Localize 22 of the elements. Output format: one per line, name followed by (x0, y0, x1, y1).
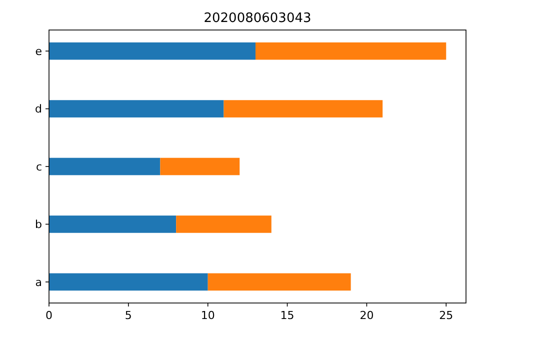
x-tick-label: 0 (46, 309, 52, 322)
bar (176, 216, 272, 233)
y-tick-label: a (35, 276, 42, 289)
bar (49, 100, 224, 118)
x-tick-label: 20 (360, 309, 374, 322)
bar (224, 100, 383, 118)
bar (256, 42, 446, 60)
bar (49, 158, 160, 176)
x-tick-label: 10 (200, 309, 215, 322)
bar (208, 273, 351, 291)
y-tick-label: d (35, 102, 42, 116)
x-tick-label: 15 (280, 309, 294, 322)
bar (49, 42, 256, 60)
x-tick-label: 5 (124, 309, 132, 322)
bar (49, 273, 208, 291)
bar (49, 216, 176, 233)
bar (160, 158, 240, 176)
y-tick-label: e (35, 44, 42, 58)
y-tick-label: c (36, 160, 42, 174)
y-tick-label: b (35, 218, 42, 232)
chart-title: 2020080603043 (204, 11, 312, 26)
x-tick-label: 25 (439, 309, 454, 322)
